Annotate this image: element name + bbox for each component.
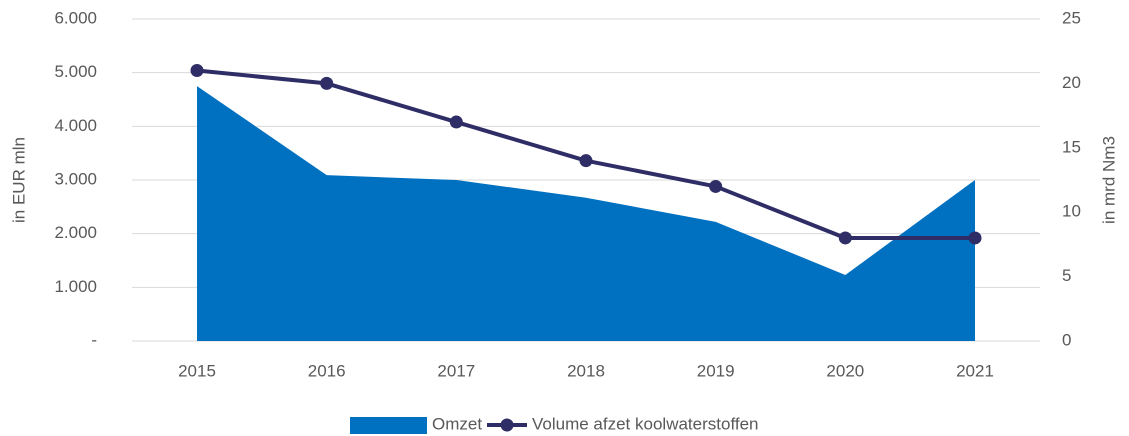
- x-tick-label: 2020: [826, 361, 864, 380]
- x-tick-label: 2017: [437, 361, 475, 380]
- x-tick-label: 2019: [697, 361, 735, 380]
- marker: [190, 64, 204, 78]
- y2-axis-label: in mrd Nm3: [1099, 136, 1118, 224]
- y2-tick-label: 10: [1062, 202, 1081, 221]
- y2-tick-label: 0: [1062, 330, 1071, 349]
- marker: [579, 154, 593, 168]
- marker: [838, 231, 852, 245]
- y-axis-label: in EUR mln: [9, 137, 28, 223]
- legend-label: Volume afzet koolwaterstoffen: [532, 414, 759, 433]
- x-tick-label: 2015: [178, 361, 216, 380]
- marker: [320, 76, 334, 90]
- y-tick-label: 3.000: [54, 169, 97, 188]
- y-tick-label: 5.000: [54, 62, 97, 81]
- legend-marker: [500, 418, 514, 432]
- y2-tick-label: 15: [1062, 137, 1081, 156]
- y-tick-label: 1.000: [54, 277, 97, 296]
- x-tick-label: 2018: [567, 361, 605, 380]
- y-tick-label: 2.000: [54, 223, 97, 242]
- y-tick-label: -: [91, 330, 97, 349]
- marker: [709, 179, 723, 193]
- legend-label: Omzet: [432, 414, 482, 433]
- x-tick-label: 2021: [956, 361, 994, 380]
- y2-tick-label: 5: [1062, 266, 1071, 285]
- marker: [968, 231, 982, 245]
- legend-swatch: [350, 417, 427, 434]
- x-tick-label: 2016: [308, 361, 346, 380]
- y2-tick-label: 20: [1062, 73, 1081, 92]
- marker: [449, 115, 463, 129]
- y2-tick-label: 25: [1062, 8, 1081, 27]
- area: [197, 86, 975, 341]
- y-tick-label: 4.000: [54, 116, 97, 135]
- y-tick-label: 6.000: [54, 8, 97, 27]
